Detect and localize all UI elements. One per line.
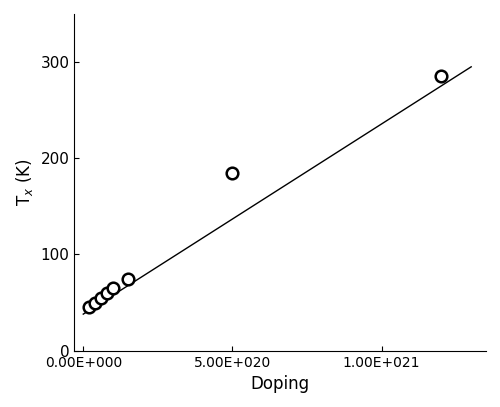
Point bbox=[85, 304, 93, 311]
Point bbox=[103, 290, 111, 296]
Point bbox=[124, 275, 132, 282]
Point bbox=[91, 299, 99, 306]
X-axis label: Doping: Doping bbox=[250, 375, 310, 393]
Point bbox=[97, 295, 105, 301]
Point bbox=[438, 73, 446, 80]
Point bbox=[109, 285, 117, 291]
Y-axis label: T$_{x}$ (K): T$_{x}$ (K) bbox=[14, 159, 35, 206]
Point bbox=[228, 169, 236, 176]
